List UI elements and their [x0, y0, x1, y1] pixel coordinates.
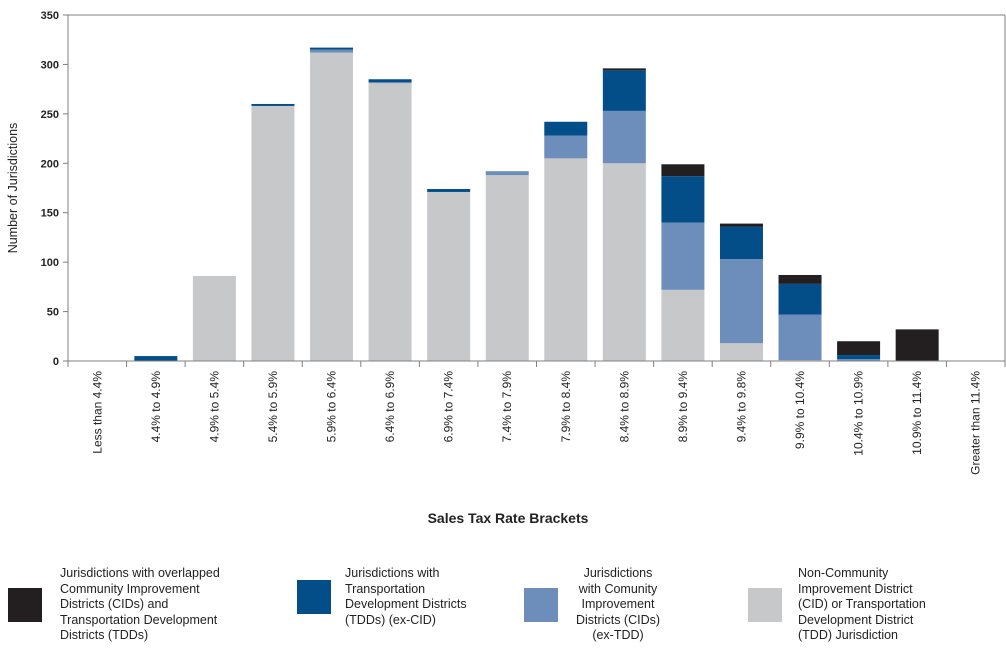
- bar-segment-9-series-2: [544, 135, 588, 159]
- legend-item-tdd: Jurisdictions with Transportation Developm…: [297, 566, 467, 628]
- bar-segment-6-series-1: [368, 83, 412, 362]
- bar-segment-6-series-2: [368, 82, 412, 84]
- bar-segment-2-series-3: [134, 356, 178, 361]
- legend-item-overlapped: Jurisdictions with overlapped Community I…: [8, 566, 220, 644]
- y-tick-label-50: 50: [47, 307, 59, 319]
- x-tick-label-16: Greater than 11.4%: [969, 371, 983, 475]
- bar-segment-4-series-3: [251, 103, 295, 106]
- y-tick-label-250: 250: [41, 109, 59, 121]
- x-tick-label-11: 8.9% to 9.4%: [676, 371, 690, 443]
- bar-segment-10-series-1: [602, 163, 646, 361]
- bar-segment-12-series-1: [719, 343, 763, 361]
- x-tick-label-3: 4.9% to 5.4%: [207, 371, 221, 443]
- x-tick-label-15: 10.9% to 11.4%: [910, 371, 924, 455]
- bar-segment-7-series-3: [427, 188, 471, 192]
- x-tick-label-4: 5.4% to 5.9%: [266, 371, 280, 443]
- x-tick-label-7: 6.9% to 7.4%: [442, 371, 456, 443]
- y-tick-label-200: 200: [41, 158, 59, 170]
- bar-segment-14-series-2: [837, 359, 881, 361]
- legend-label-cid: Jurisdictions with Comunity Improvement Dis…: [576, 566, 661, 642]
- legend-label-overlapped: Jurisdictions with overlapped Community I…: [60, 566, 220, 642]
- x-tick-label-10: 8.4% to 8.9%: [617, 371, 631, 443]
- legend-swatch-cid: [524, 587, 558, 622]
- bar-segment-8-series-1: [485, 175, 529, 361]
- bar-segment-10-series-3: [602, 70, 646, 111]
- legend-item-cid: Jurisdictions with Comunity Improvement Dis…: [524, 566, 660, 644]
- legend-label-tdd: Jurisdictions with Transportation Developm…: [345, 566, 467, 627]
- bar-segment-11-series-2: [661, 222, 705, 290]
- y-tick-label-100: 100: [41, 257, 59, 269]
- legend-swatch-non-cid-tdd: [748, 587, 782, 622]
- stacked-bar-chart: 0 50 100 150 200 250 300 350 Less than 4.4% 4.4% …: [6, 10, 1006, 526]
- bars-group: [134, 47, 939, 362]
- axes-group: 0 50 100 150 200 250 300 350 Less than 4.4% 4.4% …: [41, 10, 1006, 475]
- bar-segment-15-series-4: [895, 329, 939, 361]
- bar-segment-7-series-1: [427, 191, 471, 361]
- bar-segment-9-series-3: [544, 121, 588, 136]
- bar-segment-12-series-4: [719, 223, 763, 227]
- bar-segment-12-series-2: [719, 259, 763, 344]
- bar-segment-12-series-3: [719, 226, 763, 260]
- y-tick-label-300: 300: [41, 59, 59, 71]
- bar-segment-11-series-1: [661, 289, 705, 361]
- bar-segment-8-series-2: [485, 171, 529, 176]
- bar-segment-5-series-2: [310, 49, 354, 53]
- x-tick-label-8: 7.4% to 7.9%: [500, 371, 514, 443]
- bar-segment-10-series-4: [602, 68, 646, 71]
- legend-swatch-overlapped: [8, 587, 42, 622]
- bar-segment-5-series-1: [310, 52, 354, 361]
- bar-segment-14-series-4: [837, 341, 881, 356]
- bar-segment-3-series-1: [192, 275, 236, 361]
- bar-segment-5-series-3: [310, 47, 354, 50]
- bar-segment-11-series-4: [661, 164, 705, 177]
- y-tick-label-350: 350: [41, 10, 59, 22]
- legend-swatch-tdd: [297, 580, 331, 614]
- x-tick-label-5: 5.9% to 6.4%: [325, 371, 339, 443]
- bar-segment-11-series-3: [661, 176, 705, 223]
- y-tick-label-0: 0: [53, 356, 59, 368]
- y-tick-label-150: 150: [41, 208, 59, 220]
- x-tick-label-13: 9.9% to 10.4%: [793, 371, 807, 449]
- legend: Jurisdictions with overlapped Community I…: [0, 566, 1006, 660]
- bar-segment-13-series-4: [778, 274, 822, 284]
- y-axis-label: Number of Jurisdictions: [6, 123, 20, 254]
- x-tick-label-9: 7.9% to 8.4%: [559, 371, 573, 443]
- bar-segment-4-series-1: [251, 105, 295, 361]
- bar-segment-13-series-2: [778, 314, 822, 361]
- x-tick-label-12: 9.4% to 9.8%: [734, 371, 748, 443]
- x-tick-label-1: Less than 4.4%: [90, 371, 104, 454]
- x-tick-label-2: 4.4% to 4.9%: [149, 371, 163, 443]
- x-axis-label: Sales Tax Rate Brackets: [428, 510, 589, 526]
- bar-segment-10-series-2: [602, 110, 646, 164]
- bar-segment-13-series-3: [778, 283, 822, 315]
- bar-segment-9-series-1: [544, 158, 588, 361]
- legend-item-non-cid-tdd: Non-Community Improvement District (CID) o…: [748, 566, 926, 644]
- x-tick-label-14: 10.4% to 10.9%: [852, 371, 866, 456]
- bar-segment-14-series-3: [837, 355, 881, 360]
- bar-segment-6-series-3: [368, 79, 412, 83]
- legend-label-non-cid-tdd: Non-Community Improvement District (CID) o…: [798, 566, 926, 642]
- x-tick-label-6: 6.4% to 6.9%: [383, 371, 397, 443]
